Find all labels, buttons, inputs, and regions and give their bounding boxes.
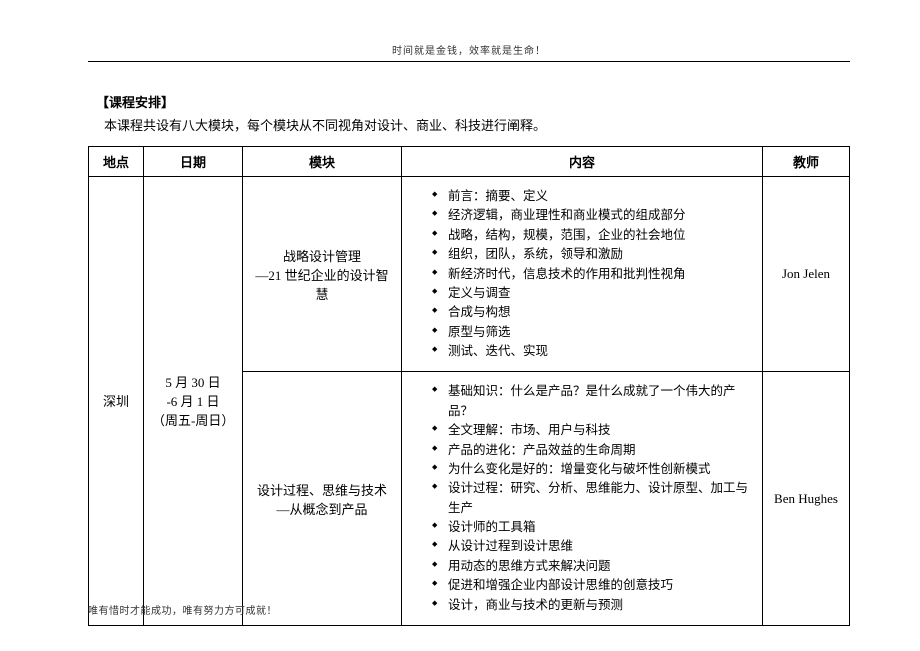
col-header-module: 模块 xyxy=(243,147,402,177)
section-title: 【课程安排】 xyxy=(96,92,850,111)
module1-line1: 战略设计管理 xyxy=(283,249,361,264)
list-item: 新经济时代，信息技术的作用和批判性视角 xyxy=(432,265,754,284)
col-header-date: 日期 xyxy=(144,147,243,177)
list-item: 原型与筛选 xyxy=(432,323,754,342)
cell-date: 5 月 30 日 -6 月 1 日 （周五-周日） xyxy=(144,177,243,626)
cell-location: 深圳 xyxy=(89,177,144,626)
header-rule xyxy=(88,61,850,62)
cell-content-1: 前言：摘要、定义经济逻辑，商业理性和商业模式的组成部分战略，结构，规模，范围，企… xyxy=(402,177,763,372)
date-line2: -6 月 1 日 xyxy=(166,394,219,409)
list-item: 组织，团队，系统，领导和激励 xyxy=(432,245,754,264)
list-item: 前言：摘要、定义 xyxy=(432,187,754,206)
col-header-teacher: 教师 xyxy=(763,147,850,177)
list-item: 设计过程：研究、分析、思维能力、设计原型、加工与生产 xyxy=(432,479,754,518)
cell-teacher-2: Ben Hughes xyxy=(763,372,850,626)
list-item: 促进和增强企业内部设计思维的创意技巧 xyxy=(432,576,754,595)
list-item: 战略，结构，规模，范围，企业的社会地位 xyxy=(432,226,754,245)
list-item: 基础知识：什么是产品？是什么成就了一个伟大的产品？ xyxy=(432,382,754,421)
module2-line1: 设计过程、思维与技术 xyxy=(257,483,387,498)
list-item: 从设计过程到设计思维 xyxy=(432,537,754,556)
list-item: 设计师的工具箱 xyxy=(432,518,754,537)
list-item: 经济逻辑，商业理性和商业模式的组成部分 xyxy=(432,206,754,225)
date-line3: （周五-周日） xyxy=(152,413,234,428)
col-header-content: 内容 xyxy=(402,147,763,177)
date-line1: 5 月 30 日 xyxy=(165,375,220,390)
list-item: 合成与构想 xyxy=(432,303,754,322)
cell-module-1: 战略设计管理 —21 世纪企业的设计智慧 xyxy=(243,177,402,372)
cell-content-2: 基础知识：什么是产品？是什么成就了一个伟大的产品？全文理解：市场、用户与科技产品… xyxy=(402,372,763,626)
list-item: 用动态的思维方式来解决问题 xyxy=(432,557,754,576)
page: 时间就是金钱，效率就是生命！ 【课程安排】 本课程共设有八大模块，每个模块从不同… xyxy=(0,0,920,651)
schedule-table: 地点 日期 模块 内容 教师 深圳 5 月 30 日 -6 月 1 日 （周五-… xyxy=(88,146,850,626)
list-item: 定义与调查 xyxy=(432,284,754,303)
bullet-list-2: 基础知识：什么是产品？是什么成就了一个伟大的产品？全文理解：市场、用户与科技产品… xyxy=(432,382,754,615)
cell-teacher-1: Jon Jelen xyxy=(763,177,850,372)
list-item: 测试、迭代、实现 xyxy=(432,342,754,361)
list-item: 设计，商业与技术的更新与预测 xyxy=(432,596,754,615)
intro-text: 本课程共设有八大模块，每个模块从不同视角对设计、商业、科技进行阐释。 xyxy=(104,115,850,134)
module2-line2: —从概念到产品 xyxy=(276,502,367,517)
table-header-row: 地点 日期 模块 内容 教师 xyxy=(89,147,850,177)
cell-module-2: 设计过程、思维与技术 —从概念到产品 xyxy=(243,372,402,626)
list-item: 产品的进化：产品效益的生命周期 xyxy=(432,441,754,460)
list-item: 全文理解：市场、用户与科技 xyxy=(432,421,754,440)
bullet-list-1: 前言：摘要、定义经济逻辑，商业理性和商业模式的组成部分战略，结构，规模，范围，企… xyxy=(432,187,754,361)
list-item: 为什么变化是好的：增量变化与破坏性创新模式 xyxy=(432,460,754,479)
header-motto: 时间就是金钱，效率就是生命！ xyxy=(88,42,850,57)
footer-motto: 唯有惜时才能成功，唯有努力方可成就！ xyxy=(88,602,277,617)
col-header-location: 地点 xyxy=(89,147,144,177)
module1-line2: —21 世纪企业的设计智慧 xyxy=(255,268,388,302)
table-row: 深圳 5 月 30 日 -6 月 1 日 （周五-周日） 战略设计管理 —21 … xyxy=(89,177,850,372)
